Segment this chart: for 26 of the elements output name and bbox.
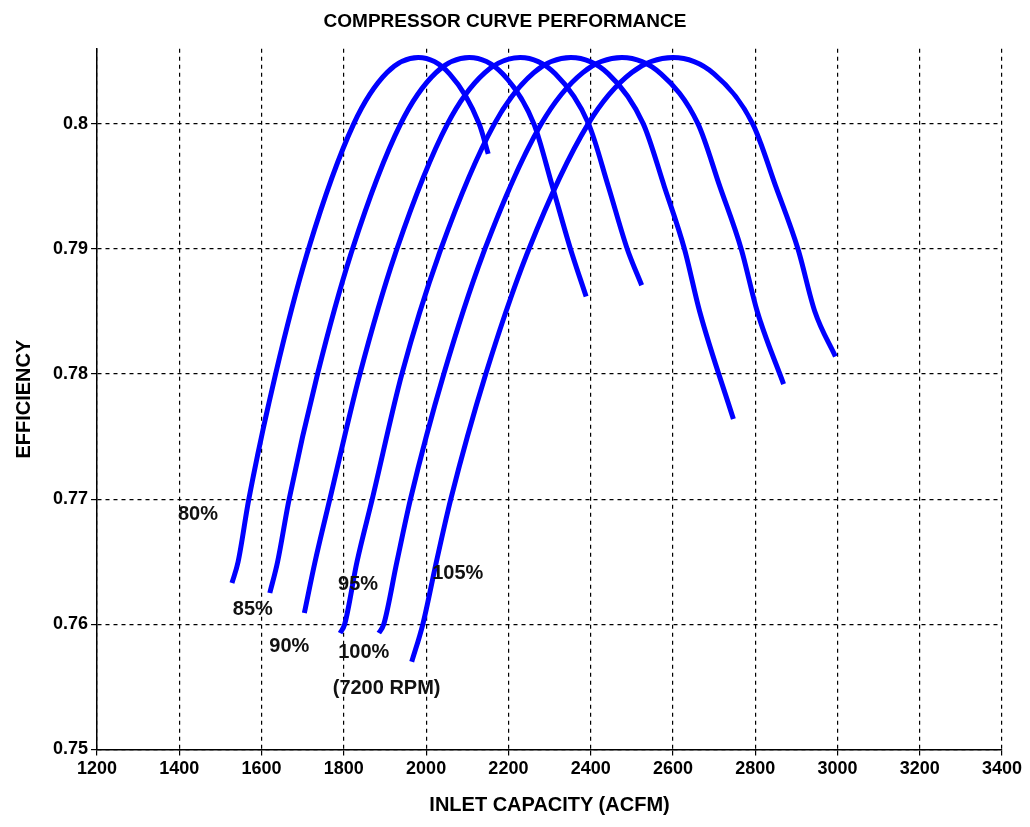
x-tick-label: 3000 <box>817 758 858 779</box>
x-tick-label: 1400 <box>159 758 200 779</box>
x-tick-label: 2200 <box>488 758 529 779</box>
x-tick-label: 3400 <box>981 758 1023 779</box>
x-tick-label: 3200 <box>899 758 940 779</box>
series-label: 80% <box>177 501 219 524</box>
x-tick-label: 2800 <box>735 758 776 779</box>
y-tick-label: 0.8 <box>63 112 89 133</box>
x-axis-title: INLET CAPACITY (ACFM) <box>429 792 670 815</box>
x-tick-label: 1200 <box>77 758 118 779</box>
x-tick-label: 2000 <box>406 758 447 779</box>
series-label: 100% <box>338 639 390 662</box>
y-tick-label: 0.79 <box>52 237 89 258</box>
y-tick-label: 0.77 <box>52 488 89 509</box>
series-label: 85% <box>232 596 274 619</box>
y-axis-title: EFFICIENCY <box>11 339 34 459</box>
x-tick-label: 2400 <box>570 758 611 779</box>
y-tick-label: 0.78 <box>52 363 89 384</box>
series-label: 90% <box>269 633 310 656</box>
x-tick-label: 1800 <box>323 758 364 779</box>
annotation: (7200 RPM) <box>332 675 441 698</box>
x-tick-label: 2600 <box>652 758 693 779</box>
chart-title: COMPRESSOR CURVE PERFORMANCE <box>323 9 687 31</box>
x-tick-label: 1600 <box>241 758 282 779</box>
y-tick-label: 0.75 <box>52 738 89 759</box>
y-tick-label: 0.76 <box>52 613 89 634</box>
